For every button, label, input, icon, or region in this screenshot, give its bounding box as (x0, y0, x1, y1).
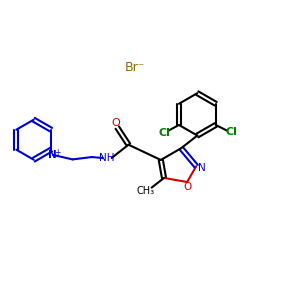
Text: N: N (198, 163, 206, 173)
Text: Cl: Cl (225, 127, 237, 137)
Text: O: O (111, 118, 120, 128)
Text: NH: NH (99, 153, 114, 163)
Text: N: N (47, 150, 56, 160)
Text: +: + (54, 148, 61, 157)
Text: Cl: Cl (158, 128, 170, 138)
Text: Br⁻: Br⁻ (125, 61, 146, 74)
Text: CH₃: CH₃ (136, 187, 154, 196)
Text: O: O (184, 182, 192, 192)
